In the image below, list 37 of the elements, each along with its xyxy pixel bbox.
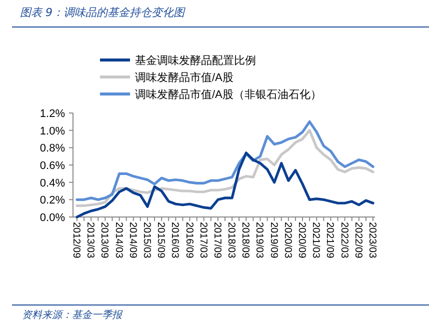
y-tick-label: 0.6%: [40, 160, 66, 172]
y-tick-label: 0.8%: [40, 142, 66, 155]
x-tick-label: 2015/03: [140, 222, 152, 259]
line-series: [76, 129, 374, 208]
x-tick-label: 2015/09: [155, 222, 166, 259]
x-tick-label: 2022/03: [338, 222, 350, 259]
x-tick-label: 2016/03: [169, 222, 180, 259]
line-series: [76, 152, 374, 218]
x-tick-label: 2014/03: [112, 222, 124, 259]
y-tick-label: 0.2%: [40, 194, 66, 207]
x-tick-label: 2019/03: [254, 222, 265, 259]
x-tick-label: 2014/09: [126, 222, 138, 259]
x-tick-label: 2021/03: [310, 222, 322, 259]
y-tick-label: 1.0%: [40, 125, 66, 138]
text: 资料来源：基金一季报: [22, 309, 123, 321]
legend-label: 基金调味发酵品配置比例: [135, 54, 256, 67]
line-series: [76, 120, 374, 201]
legend-label: 调味发酵品市值/A股: [135, 71, 234, 84]
x-tick-label: 2020/09: [296, 222, 308, 259]
x-tick-label: 2017/09: [211, 222, 222, 259]
y-tick-label: 0.4%: [40, 177, 66, 190]
x-tick-label: 2018/03: [226, 222, 237, 259]
x-tick-label: 2023/03: [366, 222, 378, 259]
x-tick-label: 2019/09: [268, 222, 279, 259]
x-tick-label: 2018/09: [240, 222, 251, 259]
x-tick-label: 2012/09: [70, 222, 82, 259]
x-tick-label: 2016/09: [183, 222, 194, 259]
y-tick-label: 0.0%: [40, 212, 66, 224]
chart-title: 图表 9：调味品的基金持仓变化图: [20, 6, 186, 19]
legend-label: 调味发酵品市值/A股（非银石油石化）: [135, 88, 322, 101]
x-tick-label: 2021/09: [324, 222, 336, 259]
x-tick-label: 2017/03: [197, 222, 208, 259]
x-tick-label: 2020/03: [282, 222, 293, 259]
x-tick-label: 2022/09: [352, 222, 364, 259]
x-tick-label: 2013/03: [84, 222, 96, 259]
y-tick-label: 1.2%: [40, 108, 66, 120]
x-tick-label: 2013/09: [98, 222, 110, 259]
